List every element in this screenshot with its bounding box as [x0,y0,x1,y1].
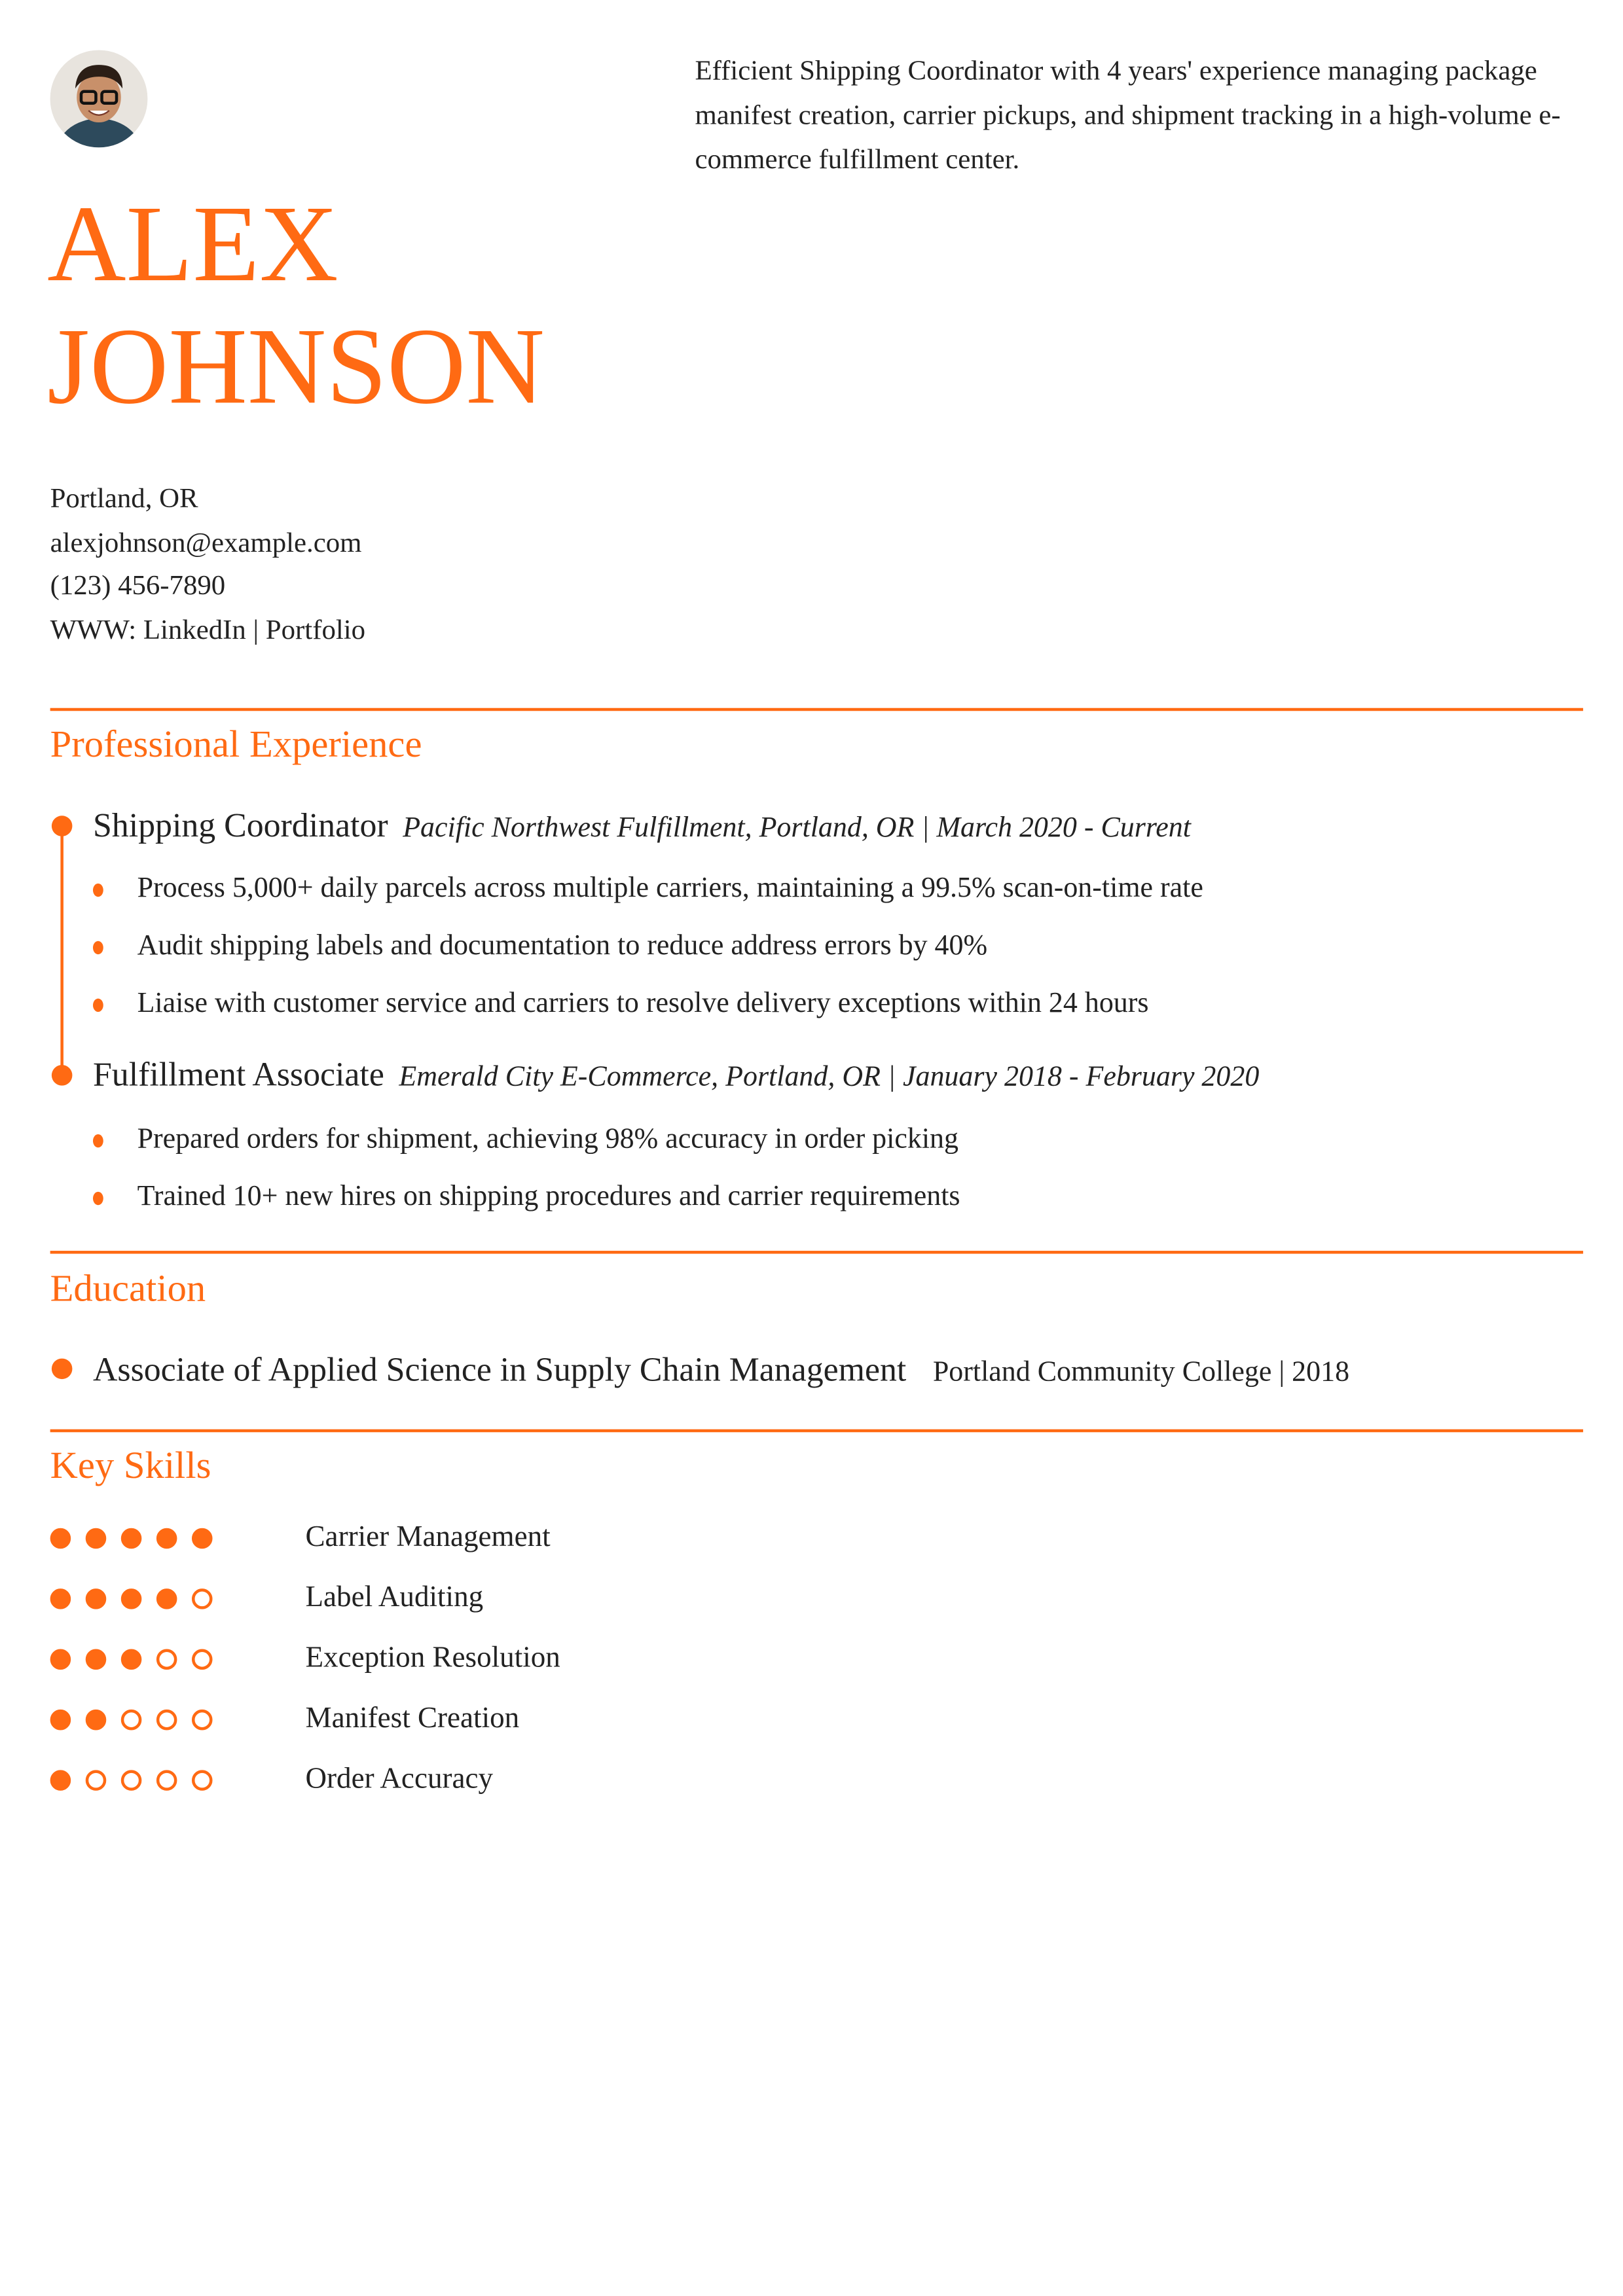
filled-dot-icon [85,1710,107,1731]
divider [50,1251,1584,1254]
bullet-icon [92,883,103,897]
empty-dot-icon [191,1710,213,1731]
filled-dot-icon [120,1649,142,1670]
empty-dot-icon [120,1710,142,1731]
filled-dot-icon [50,1528,71,1550]
filled-dot-icon [50,1649,71,1670]
filled-dot-icon [85,1649,107,1670]
empty-dot-icon [191,1588,213,1610]
filled-dot-icon [156,1528,177,1550]
school: Portland Community College | 2018 [932,1357,1350,1388]
job-heading: Fulfillment Associate Emerald City E-Comm… [93,1053,1259,1100]
divider [50,1429,1584,1433]
education-entry: Associate of Applied Science in Supply C… [93,1348,1349,1395]
profile-photo [50,50,148,148]
filled-dot-icon [191,1528,213,1550]
empty-dot-icon [85,1770,107,1791]
empty-dot-icon [191,1770,213,1791]
filled-dot-icon [85,1588,107,1610]
filled-dot-icon [120,1528,142,1550]
degree: Associate of Applied Science in Supply C… [92,1351,907,1388]
bullet-icon [92,941,103,955]
skill-name: Exception Resolution [305,1641,560,1674]
empty-dot-icon [156,1710,177,1731]
empty-dot-icon [120,1770,142,1791]
first-name: ALEX [47,184,338,306]
timeline-dot [51,1065,73,1086]
job-bullet: Audit shipping labels and documentation … [137,931,988,962]
filled-dot-icon [50,1588,71,1610]
web-links[interactable]: WWW: LinkedIn | Portfolio [50,615,366,647]
bullet-icon [92,998,103,1012]
summary: Efficient Shipping Coordinator with 4 ye… [695,56,1561,176]
skill-rating [50,1525,227,1554]
filled-dot-icon [120,1588,142,1610]
section-title-education: Education [50,1266,206,1310]
section-title-experience: Professional Experience [50,723,422,766]
timeline-dot [51,816,73,836]
skill-name: Manifest Creation [305,1702,520,1735]
bullet-icon [92,1134,103,1148]
job-role: Fulfillment Associate [92,1056,384,1093]
section-title-skills: Key Skills [50,1444,211,1487]
last-name: JOHNSON [47,306,545,428]
skill-rating [50,1767,227,1797]
job-bullet: Process 5,000+ daily parcels across mult… [137,873,1203,905]
skill-name: Carrier Management [305,1520,551,1554]
skill-rating [50,1586,227,1615]
skill-rating [50,1646,227,1676]
filled-dot-icon [50,1710,71,1731]
empty-dot-icon [156,1649,177,1670]
location: Portland, OR [50,484,198,515]
empty-dot-icon [156,1770,177,1791]
education-dot [51,1358,73,1380]
job-heading: Shipping Coordinator Pacific Northwest Fu… [93,804,1191,851]
timeline-line [60,826,64,1074]
skill-rating [50,1706,227,1736]
job-bullet: Liaise with customer service and carrier… [137,988,1149,1020]
filled-dot-icon [156,1588,177,1610]
phone: (123) 456-7890 [50,571,226,602]
email-link[interactable]: alexjohnson@example.com [50,528,362,560]
job-bullet: Trained 10+ new hires on shipping proced… [137,1181,960,1213]
filled-dot-icon [50,1770,71,1791]
job-meta: Pacific Northwest Fulfillment, Portland,… [403,812,1192,844]
job-bullet: Prepared orders for shipment, achieving … [137,1124,959,1155]
empty-dot-icon [191,1649,213,1670]
skill-name: Order Accuracy [305,1763,494,1795]
job-meta: Emerald City E-Commerce, Portland, OR | … [399,1062,1260,1093]
bullet-icon [92,1191,103,1206]
filled-dot-icon [85,1528,107,1550]
divider [50,708,1584,711]
job-role: Shipping Coordinator [92,806,388,844]
skill-name: Label Auditing [305,1581,484,1614]
